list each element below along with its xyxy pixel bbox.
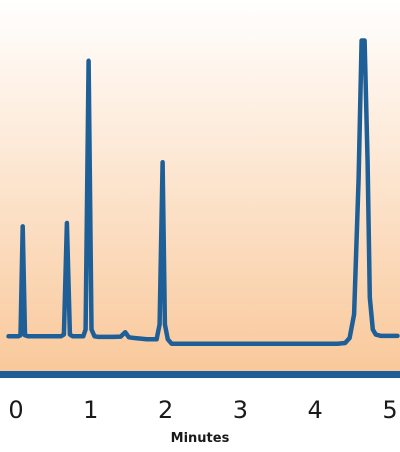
x-tick-label: 0: [8, 396, 23, 424]
x-tick-label: 2: [158, 396, 173, 424]
x-axis-title: Minutes: [171, 431, 230, 446]
plot-background: [0, 0, 400, 375]
x-tick-label: 1: [83, 396, 98, 424]
x-tick-label: 5: [382, 396, 397, 424]
x-tick-label: 4: [308, 396, 323, 424]
x-axis-line: [0, 371, 400, 378]
x-tick-label: 3: [233, 396, 248, 424]
series-line-trace: [6, 38, 400, 346]
x-axis-tick-labels: 0 1 2 3 4 5: [8, 396, 397, 424]
